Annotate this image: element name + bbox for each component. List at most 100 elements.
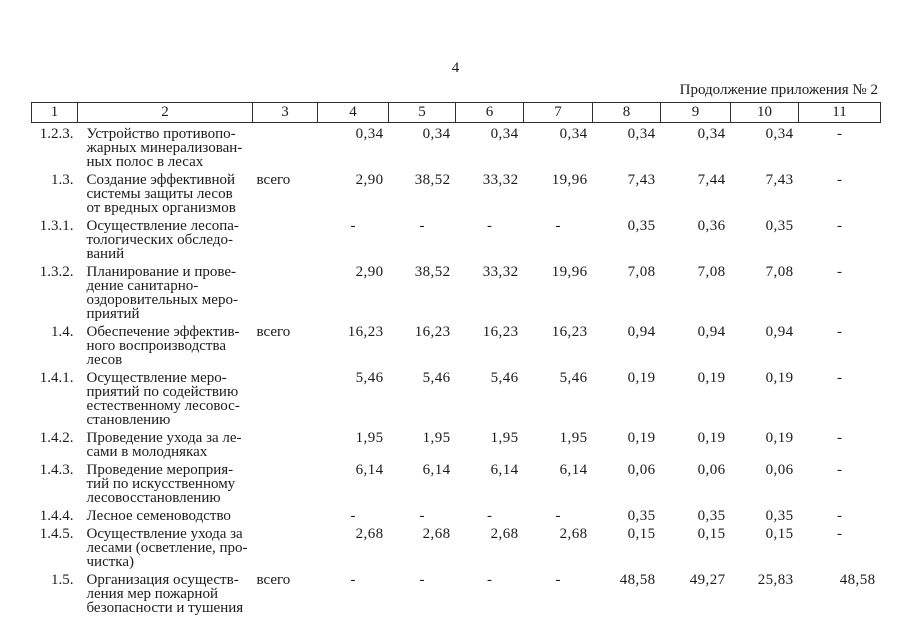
value-cell-col11: - <box>837 370 842 386</box>
value-cell-col5: 16,23 <box>414 324 451 340</box>
value-cell-col5: - <box>419 572 425 588</box>
value-cell-col5: - <box>419 218 425 234</box>
value-cell-col9: 49,27 <box>689 572 726 588</box>
value-cell-col8: 0,19 <box>627 430 656 446</box>
column-header-10: 10 <box>730 102 799 123</box>
continuation-note: Продолжение приложения № 2 <box>679 82 878 98</box>
column-header-4: 4 <box>317 102 389 123</box>
table-row: 1.4.3. Проведение мероприя- тий по искус… <box>32 463 881 509</box>
value-cell-col10: 7,43 <box>765 172 794 188</box>
value-cell-col7: - <box>555 508 561 524</box>
table-row: 1.4. Обеспечение эффектив- ного воспроиз… <box>32 325 881 371</box>
value-cell-col4: 2,90 <box>355 172 384 188</box>
value-cell-col4: - <box>350 572 356 588</box>
value-cell-col11: - <box>837 172 842 188</box>
column-header-5: 5 <box>388 102 456 123</box>
total-label-cell <box>253 509 318 527</box>
row-number-cell: 1.3.2. <box>39 264 74 280</box>
value-cell-col11: - <box>837 430 842 446</box>
value-cell-col10: 0,15 <box>765 526 794 542</box>
value-cell-col6: 33,32 <box>482 172 519 188</box>
value-cell-col7: 2,68 <box>559 526 588 542</box>
value-cell-col6: - <box>487 218 492 234</box>
activity-name-cell: Создание эффективной системы защиты лесо… <box>86 172 236 216</box>
column-header-11: 11 <box>798 102 881 123</box>
value-cell-col5: 5,46 <box>422 370 451 386</box>
value-cell-col9: 0,34 <box>697 126 726 142</box>
row-number-cell: 1.5. <box>51 572 74 588</box>
column-header-9: 9 <box>660 102 731 123</box>
row-number-cell: 1.3.1. <box>39 218 74 234</box>
total-label-cell <box>253 371 318 431</box>
value-cell-col9: 7,08 <box>697 264 726 280</box>
value-cell-col6: 6,14 <box>490 462 519 478</box>
table-row: 1.4.2. Проведение ухода за ле- сами в мо… <box>32 431 881 463</box>
activity-name-cell: Организация осуществ- ления мер пожарной… <box>86 572 244 616</box>
value-cell-col7: 6,14 <box>559 462 588 478</box>
page-number: 4 <box>451 60 460 76</box>
value-cell-col8: 0,35 <box>627 508 656 524</box>
value-cell-col9: 0,19 <box>697 370 726 386</box>
table-row: 1.4.5. Осуществление ухода за лесами (ос… <box>32 527 881 573</box>
value-cell-col8: 0,35 <box>627 218 656 234</box>
value-cell-col11: - <box>837 526 842 542</box>
table-row: 1.3. Создание эффективной системы защиты… <box>32 173 881 219</box>
value-cell-col8: 48,58 <box>619 572 656 588</box>
value-cell-col4: - <box>350 218 356 234</box>
value-cell-col7: - <box>555 218 561 234</box>
total-label-cell: всего <box>256 572 291 588</box>
value-cell-col4: 1,95 <box>355 430 384 446</box>
value-cell-col5: 2,68 <box>422 526 451 542</box>
value-cell-col10: 25,83 <box>757 572 794 588</box>
value-cell-col4: 6,14 <box>355 462 384 478</box>
row-number-cell: 1.4.4. <box>39 508 74 524</box>
activity-name-cell: Обеспечение эффектив- ного воспроизводст… <box>86 324 240 368</box>
column-header-6: 6 <box>455 102 524 123</box>
value-cell-col11: - <box>837 508 842 524</box>
value-cell-col8: 7,08 <box>627 264 656 280</box>
value-cell-col7: 16,23 <box>551 324 588 340</box>
activity-name-cell: Проведение мероприя- тий по искусственно… <box>86 462 236 506</box>
appendix-table: 1 2 3 4 5 6 7 8 9 10 11 1.2.3. Устройств… <box>31 102 881 619</box>
value-cell-col10: 0,06 <box>765 462 794 478</box>
total-label-cell <box>253 431 318 463</box>
value-cell-col7: - <box>555 572 561 588</box>
activity-name-cell: Устройство противопо- жарных минерализов… <box>86 126 243 170</box>
value-cell-col10: 0,35 <box>765 508 794 524</box>
value-cell-col8: 7,43 <box>627 172 656 188</box>
value-cell-col10: 0,35 <box>765 218 794 234</box>
value-cell-col4: 16,23 <box>347 324 384 340</box>
value-cell-col8: 0,15 <box>627 526 656 542</box>
row-number-cell: 1.3. <box>51 172 74 188</box>
value-cell-col9: 0,35 <box>697 508 726 524</box>
total-label-cell: всего <box>256 172 291 188</box>
table-header-row: 1 2 3 4 5 6 7 8 9 10 11 <box>31 102 881 123</box>
value-cell-col6: - <box>487 508 492 524</box>
row-number-cell: 1.4.3. <box>39 462 74 478</box>
value-cell-col6: 0,34 <box>490 126 519 142</box>
value-cell-col5: 6,14 <box>422 462 451 478</box>
value-cell-col9: 0,15 <box>697 526 726 542</box>
row-number-cell: 1.2.3. <box>39 126 74 142</box>
activity-name-cell: Лесное семеноводство <box>86 508 231 524</box>
value-cell-col5: 38,52 <box>414 264 451 280</box>
value-cell-col7: 1,95 <box>559 430 588 446</box>
value-cell-col8: 0,94 <box>627 324 656 340</box>
value-cell-col4: 0,34 <box>355 126 384 142</box>
activity-name-cell: Осуществление меро- приятий по содействи… <box>86 370 240 428</box>
value-cell-col7: 19,96 <box>551 172 588 188</box>
value-cell-col8: 0,06 <box>627 462 656 478</box>
table-row: 1.4.1. Осуществление меро- приятий по со… <box>32 371 881 431</box>
activity-name-cell: Осуществление лесопа- тологических обсле… <box>86 218 239 262</box>
value-cell-col10: 0,19 <box>765 430 794 446</box>
table-row: 1.4.4. Лесное семеноводство - - - - 0,35… <box>32 509 881 527</box>
value-cell-col9: 0,06 <box>697 462 726 478</box>
value-cell-col6: 16,23 <box>482 324 519 340</box>
value-cell-col9: 0,36 <box>697 218 726 234</box>
activity-name-cell: Планирование и прове- дение санитарно- о… <box>86 264 238 322</box>
column-header-2: 2 <box>77 102 253 123</box>
value-cell-col4: 5,46 <box>355 370 384 386</box>
value-cell-col5: 38,52 <box>414 172 451 188</box>
column-header-7: 7 <box>523 102 593 123</box>
value-cell-col9: 0,19 <box>697 430 726 446</box>
